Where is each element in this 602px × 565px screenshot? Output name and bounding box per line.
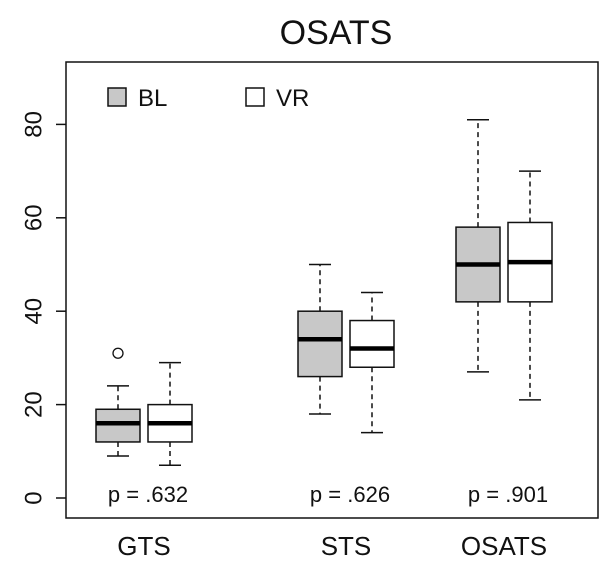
box-body — [95, 408, 141, 443]
box-vr — [349, 291, 395, 434]
p-value-annotation: p = .632 — [108, 482, 188, 507]
p-value-annotation: p = .901 — [468, 482, 548, 507]
legend-item-bl: BL — [107, 85, 167, 112]
legend-item-vr: VR — [245, 85, 309, 112]
box-vr — [507, 170, 553, 401]
box-body — [297, 310, 343, 378]
x-category-label: STS — [321, 531, 372, 561]
box-vr — [147, 361, 193, 467]
legend-swatch — [107, 87, 127, 107]
box-bl — [455, 118, 501, 373]
plot-frame — [65, 61, 599, 519]
x-category-label: OSATS — [461, 531, 547, 561]
x-category-label: GTS — [117, 531, 170, 561]
legend-label: VR — [276, 85, 309, 112]
plot-area: 0 20 40 60 80 GTS STS OSATS p = .632 p = .626 p = … — [21, 61, 599, 561]
box-body — [349, 319, 395, 368]
y-tick-label: 40 — [21, 298, 48, 325]
chart-title: OSATS — [280, 14, 393, 52]
y-tick-label: 80 — [21, 111, 48, 138]
legend-swatch — [245, 87, 265, 107]
y-tick-label: 0 — [21, 491, 48, 504]
box-bl — [297, 263, 343, 415]
y-tick-label: 60 — [21, 204, 48, 231]
legend-label: BL — [138, 85, 167, 112]
box-bl — [95, 347, 141, 457]
y-tick-label: 20 — [21, 391, 48, 418]
p-value-annotation: p = .626 — [310, 482, 390, 507]
outlier-point — [112, 347, 124, 359]
